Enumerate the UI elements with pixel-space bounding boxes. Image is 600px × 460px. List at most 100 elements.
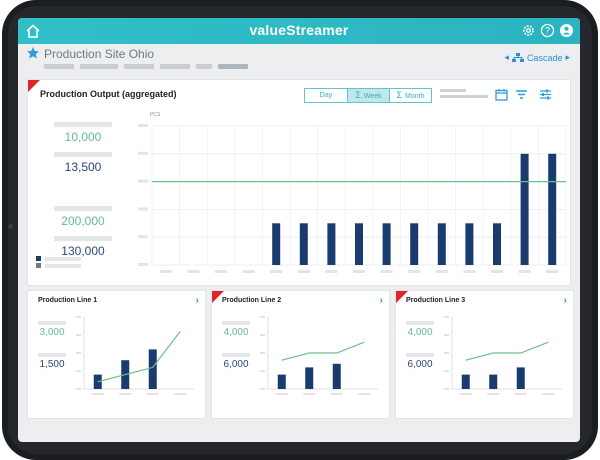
brand-logo: valueStreamer [249, 22, 349, 38]
chevron-right-icon[interactable]: › [563, 295, 567, 306]
x-tick-label-placeholder [518, 270, 531, 273]
x-tick-label-placeholder [146, 393, 159, 395]
page-title: Production Site Ohio [44, 47, 155, 61]
data-bar [332, 363, 341, 389]
help-icon[interactable]: ? [540, 23, 555, 38]
card-title: Production Output (aggregated) [40, 89, 177, 99]
y-tick-label-placeholder [260, 370, 265, 372]
kpi-target-week: 10,000 [48, 122, 118, 144]
kpi-actual-week: 13,500 [48, 152, 118, 174]
breadcrumb-item-active[interactable] [218, 64, 248, 69]
sum-icon: Σ [355, 90, 361, 100]
data-bar [272, 223, 281, 265]
chevron-right-icon[interactable]: › [379, 295, 383, 306]
y-tick-label-placeholder [138, 179, 148, 183]
view-option-month[interactable]: Σ Month [389, 89, 431, 102]
kpi-value: 13,500 [64, 160, 102, 174]
data-bar [465, 223, 474, 265]
breadcrumb-item[interactable] [196, 64, 212, 69]
kpi-value: 200,000 [61, 214, 105, 228]
production-line-3-card[interactable]: Production Line 3 › 4,000 6,000 [396, 291, 573, 418]
y-tick-label-placeholder [444, 388, 449, 390]
view-toggle: Day Σ Week Σ Month [304, 88, 432, 103]
sum-icon: Σ [396, 90, 403, 100]
data-bar [461, 374, 470, 389]
y-tick-label-placeholder [260, 316, 265, 318]
y-tick-label-placeholder [76, 352, 81, 354]
app-screen: valueStreamer ? Production Site Ohio [18, 18, 580, 442]
filter-icon[interactable] [515, 88, 528, 101]
svg-text:?: ? [545, 26, 550, 36]
x-tick-label-placeholder [514, 393, 527, 395]
chevron-right-icon[interactable]: › [195, 295, 199, 306]
cascade-link[interactable]: ◂ Cascade ▸ [504, 52, 570, 63]
alert-corner-flag [28, 80, 40, 92]
view-label: Month [405, 93, 425, 100]
data-bar [382, 223, 391, 265]
kpi-target-total: 200,000 [48, 206, 118, 228]
y-tick-label-placeholder [138, 124, 148, 127]
chevron-left-icon[interactable]: ◂ [504, 52, 509, 62]
kpi-actual: 6,000 [218, 353, 254, 370]
breadcrumb-item[interactable] [160, 64, 190, 69]
y-tick-label-placeholder [444, 334, 449, 336]
data-bar [489, 374, 498, 389]
home-icon[interactable] [24, 22, 42, 40]
data-bar [516, 367, 525, 389]
production-line-2-card[interactable]: Production Line 2 › 4,000 6,000 [212, 291, 389, 418]
y-tick-label-placeholder [76, 370, 81, 372]
kpi-actual: 6,000 [402, 353, 438, 370]
data-bar [305, 367, 314, 389]
sliders-settings-icon[interactable] [539, 88, 552, 101]
breadcrumb-item[interactable] [44, 64, 74, 69]
chevron-right-icon[interactable]: ▸ [565, 52, 570, 62]
date-range-placeholder [440, 89, 488, 101]
calendar-icon[interactable] [495, 88, 508, 101]
user-profile-icon[interactable] [559, 23, 574, 38]
breadcrumb-item[interactable] [124, 64, 154, 69]
kpi-value: 6,000 [223, 359, 249, 370]
x-tick-label-placeholder [459, 393, 472, 395]
data-bar [327, 223, 336, 265]
data-bar [548, 153, 557, 265]
y-tick-label-placeholder [76, 334, 81, 336]
x-tick-label-placeholder [487, 393, 500, 395]
kpi-value: 130,000 [61, 244, 105, 258]
x-tick-label-placeholder [303, 393, 316, 395]
y-tick-label-placeholder [76, 316, 81, 318]
page-header: Production Site Ohio ◂ Cascade ▸ [18, 44, 580, 76]
data-bar [299, 223, 308, 265]
x-tick-label-placeholder [91, 393, 104, 395]
kpi-value: 3,000 [39, 327, 65, 338]
x-tick-label-placeholder [380, 270, 393, 273]
view-option-day[interactable]: Day [305, 89, 347, 102]
y-tick-label-placeholder [260, 388, 265, 390]
production-line-2-chart [260, 316, 378, 395]
breadcrumb-item[interactable] [80, 64, 118, 69]
x-tick-label-placeholder [358, 393, 371, 395]
cascade-label: Cascade [526, 52, 563, 63]
favorite-star-icon[interactable] [26, 46, 40, 60]
x-tick-label-placeholder [542, 393, 555, 395]
production-line-1-card[interactable]: Production Line 1 › 3,000 1,500 [28, 291, 205, 418]
kpi-actual: 1,500 [34, 353, 70, 370]
production-output-card: Production Output (aggregated) Day Σ Week… [28, 80, 570, 285]
x-tick-label-placeholder [159, 270, 172, 273]
y-tick-label-placeholder [138, 151, 148, 155]
kpi-value: 4,000 [407, 327, 433, 338]
alert-corner-flag [396, 291, 408, 303]
card-title: Production Line 3 [406, 297, 466, 304]
tablet-camera [8, 224, 13, 229]
y-tick-label-placeholder [138, 263, 148, 266]
x-tick-label-placeholder [353, 270, 365, 273]
x-tick-label-placeholder [408, 270, 421, 273]
kpi-value: 10,000 [64, 130, 102, 144]
x-tick-label-placeholder [435, 270, 448, 273]
hierarchy-icon [511, 52, 524, 62]
trend-line [97, 331, 181, 383]
x-tick-label-placeholder [119, 393, 132, 395]
view-option-week[interactable]: Σ Week [347, 89, 389, 102]
x-tick-label-placeholder [275, 393, 288, 395]
settings-gear-icon[interactable] [521, 23, 536, 38]
kpi-target: 4,000 [218, 321, 254, 338]
